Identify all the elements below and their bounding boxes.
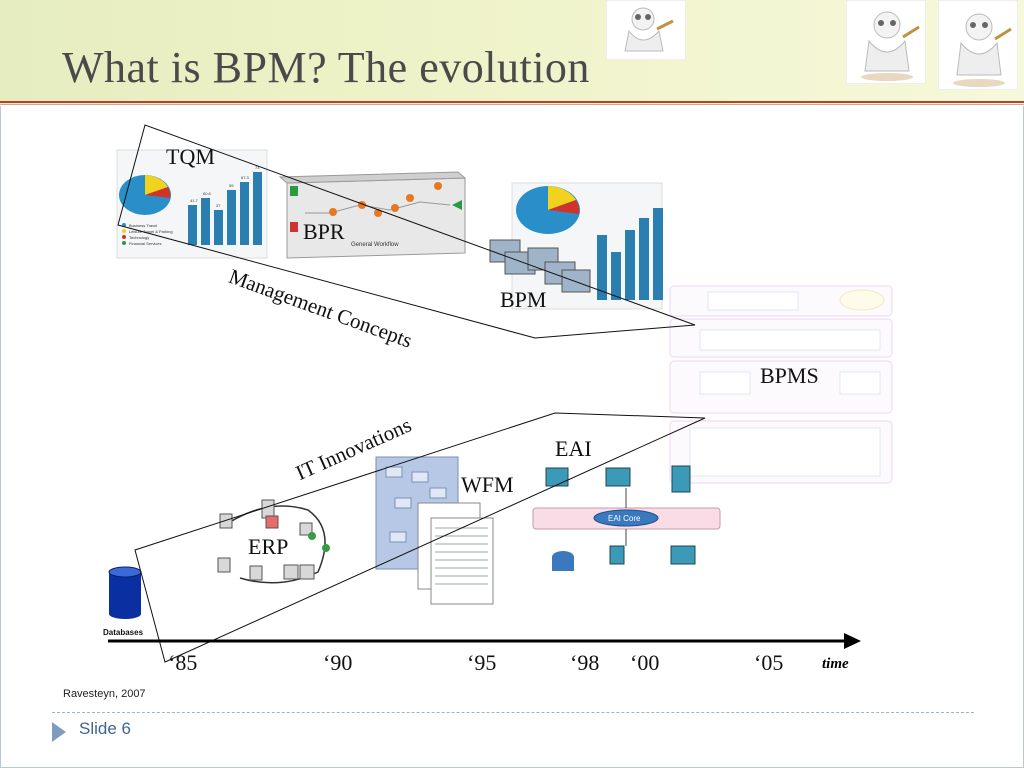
management-concepts-outline: [117, 124, 696, 339]
bar-value-label: 73: [255, 165, 260, 170]
panda-mascot-icon: [606, 0, 686, 60]
bpm-label: BPM: [500, 287, 547, 312]
year-label: ‘05: [754, 650, 784, 675]
wfm-label: WFM: [461, 472, 514, 497]
slide-title: What is BPM? The evolution: [62, 43, 590, 92]
footer-divider: [52, 712, 974, 713]
bpr-label: BPR: [303, 219, 345, 244]
header-rule: [0, 101, 1024, 103]
bpr-caption: General Workflow: [351, 242, 399, 248]
time-axis-label: time: [822, 656, 849, 672]
slide-number: Slide 6: [79, 719, 131, 738]
database-cylinder-icon: [108, 566, 142, 619]
bar-value-label: 59: [229, 183, 234, 188]
tqm-label: TQM: [166, 144, 215, 169]
bar-value-label: 67.3: [241, 175, 250, 180]
bpms-architecture-image: [669, 285, 893, 484]
pie-legend-item: Financial Services: [129, 241, 161, 246]
pie-legend-item: Leisure Travel & Parking: [129, 229, 173, 234]
wfm-image: [375, 456, 494, 605]
panda-mascot-icon: [938, 0, 1018, 90]
databases-label: Databases: [103, 628, 144, 637]
header-rule-thin: [0, 104, 1024, 105]
citation: Ravesteyn, 2007: [63, 688, 146, 700]
pie-legend-item: Business Travel: [129, 223, 157, 228]
eai-diagram-image: EAI Core: [532, 465, 721, 571]
year-label: ‘95: [467, 650, 497, 675]
bpms-label: BPMS: [760, 363, 819, 388]
year-label: ‘85: [168, 650, 198, 675]
bar-value-label: 37: [216, 203, 221, 208]
bar-value-label: 60.6: [203, 191, 212, 196]
eai-label: EAI: [555, 436, 592, 461]
slide-triangle-icon: [52, 722, 66, 742]
erp-label: ERP: [248, 534, 289, 559]
year-label: ‘90: [323, 650, 353, 675]
tqm-chart-image: Business Travel Leisure Travel & Parking…: [116, 149, 268, 259]
bpr-workflow-image: General Workflow: [278, 171, 467, 259]
time-axis-arrowhead: [844, 633, 861, 649]
erp-diagram-image: [217, 499, 330, 584]
it-innovations-outline: [134, 412, 706, 663]
year-label: ‘00: [630, 650, 660, 675]
year-label: ‘98: [570, 650, 600, 675]
eai-core-label: EAI Core: [608, 514, 641, 523]
pie-legend-item: Technology: [129, 235, 149, 240]
bar-value-label: 41.7: [190, 198, 199, 203]
panda-mascot-icon: [846, 0, 926, 84]
